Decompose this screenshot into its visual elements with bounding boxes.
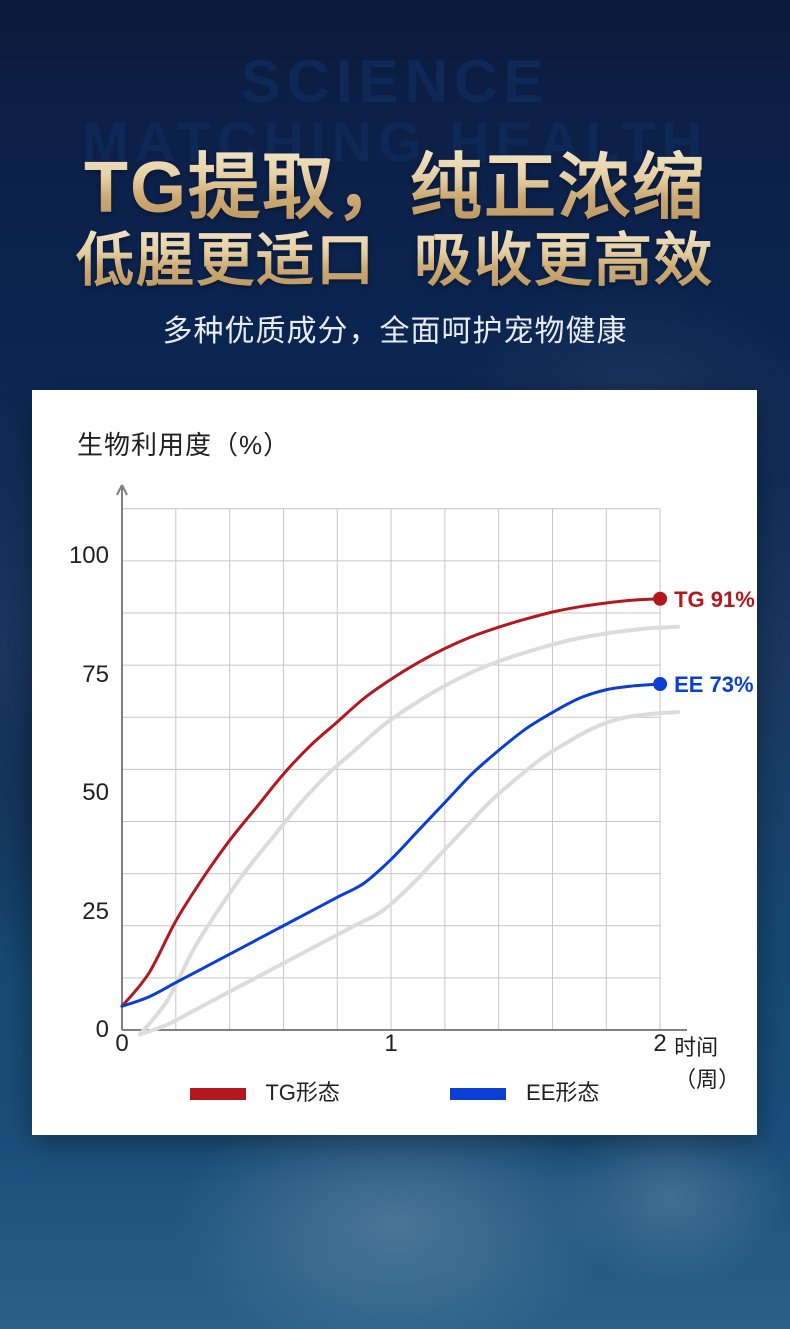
y-tick-label: 50 xyxy=(82,779,109,807)
y-tick-label: 100 xyxy=(69,542,109,570)
series-end-label: EE 73% xyxy=(674,672,754,698)
chart-svg xyxy=(122,485,687,1030)
x-tick-label: 1 xyxy=(384,1030,397,1058)
chart-legend: TG形态 EE形态 xyxy=(32,1075,757,1107)
legend-swatch-ee xyxy=(450,1088,506,1100)
legend-label-tg: TG形态 xyxy=(265,1080,340,1105)
headline-block: TG提取，纯正浓缩 低腥更适口 吸收更高效 多种优质成分，全面呵护宠物健康 xyxy=(0,150,790,350)
chart-card: 生物利用度（%） 0255075100 012 时间（周） TG 91%EE 7… xyxy=(32,390,757,1135)
x-tick-label: 2 xyxy=(653,1030,666,1058)
series-end-label: TG 91% xyxy=(674,587,755,613)
y-tick-label: 25 xyxy=(82,898,109,926)
legend-item-ee: EE形态 xyxy=(450,1075,599,1107)
legend-item-tg: TG形态 xyxy=(190,1075,340,1107)
chart-title: 生物利用度（%） xyxy=(77,425,290,462)
headline-line1: TG提取，纯正浓缩 xyxy=(0,150,790,228)
x-tick-label: 0 xyxy=(115,1030,128,1058)
legend-label-ee: EE形态 xyxy=(526,1080,599,1105)
legend-swatch-tg xyxy=(190,1088,246,1100)
chart-plot-area xyxy=(122,485,687,1030)
headline-subtitle: 多种优质成分，全面呵护宠物健康 xyxy=(0,306,790,350)
watermark-line1: SCIENCE xyxy=(0,50,790,113)
y-tick-label: 0 xyxy=(96,1016,109,1044)
headline-line2: 低腥更适口 吸收更高效 xyxy=(0,228,790,295)
y-tick-label: 75 xyxy=(82,661,109,689)
